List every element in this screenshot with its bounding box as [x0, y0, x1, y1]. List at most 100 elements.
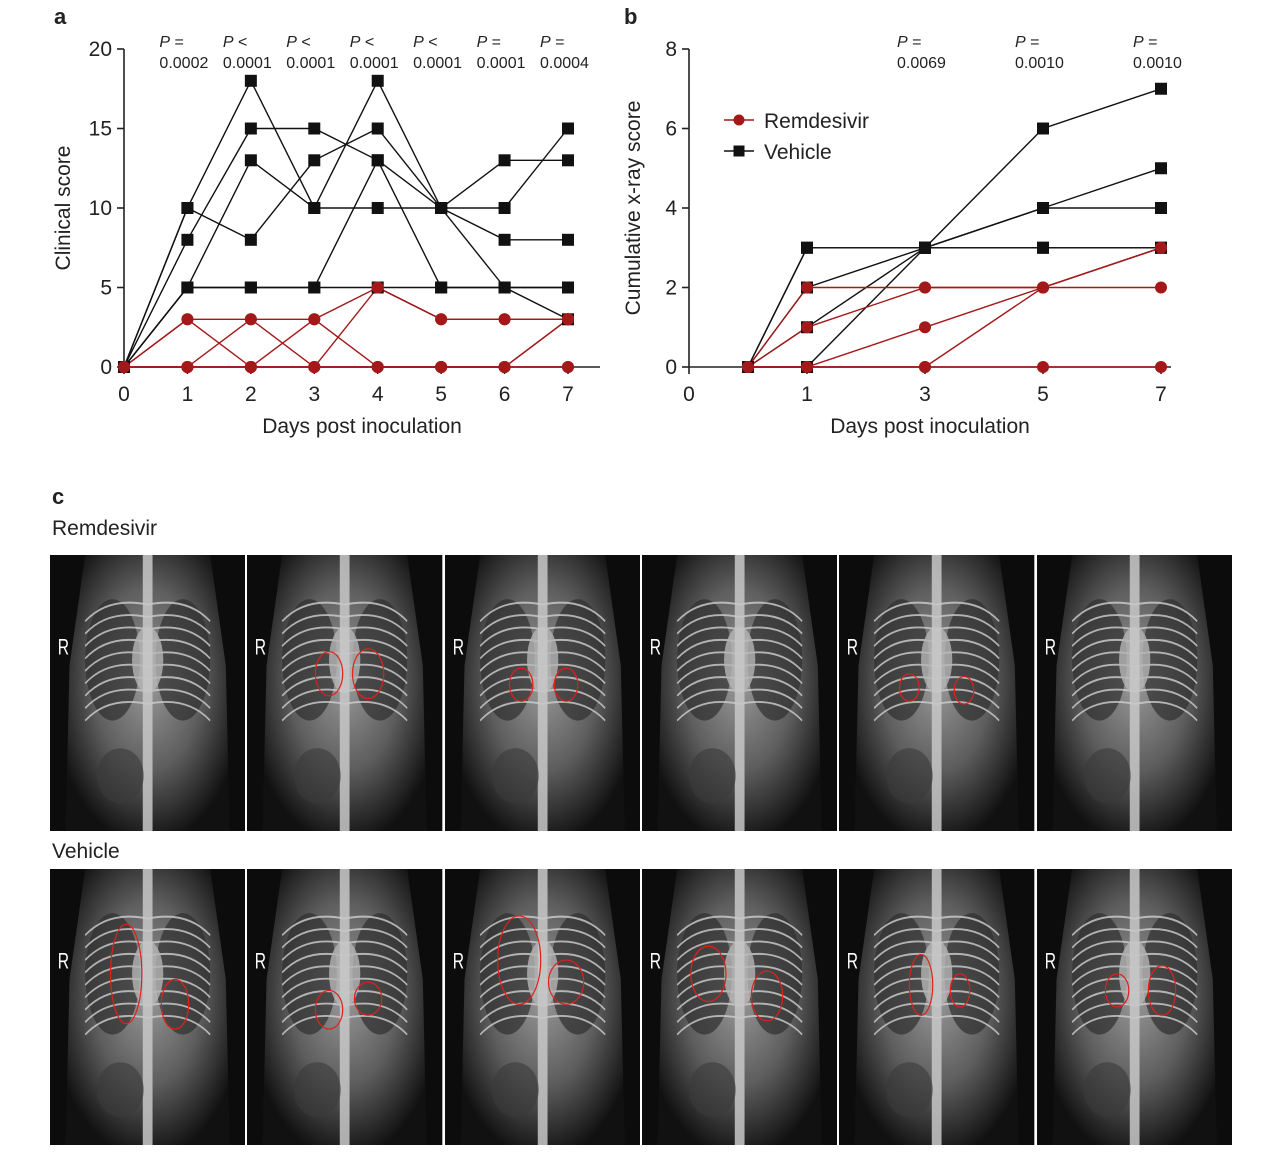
- data-point-vehicle: [181, 281, 194, 294]
- xray-rib: [542, 915, 606, 937]
- xray-image: R: [444, 555, 640, 831]
- data-point-vehicle: [371, 154, 384, 167]
- x-tick-label: 0: [118, 383, 130, 406]
- panel-label-b: b: [624, 4, 638, 29]
- xray-rib: [147, 1002, 211, 1023]
- data-point-remdesivir: [308, 361, 321, 373]
- xray-image: R: [641, 869, 838, 1145]
- p-value-label: P <: [413, 34, 437, 51]
- xray-rib: [936, 601, 1000, 623]
- xray-rib: [479, 915, 543, 937]
- panel-label-a: a: [54, 4, 67, 29]
- data-point-vehicle: [498, 202, 511, 214]
- xray-rib: [874, 928, 938, 949]
- xray-rib: [1071, 915, 1135, 937]
- data-point-vehicle: [1037, 241, 1049, 254]
- xray-image: R: [1036, 869, 1232, 1145]
- xray-row-vehicle: R R R R R R: [50, 869, 1232, 1145]
- xray-rib: [739, 928, 803, 949]
- x-tick-label: 1: [801, 383, 813, 406]
- xray-rib: [84, 915, 148, 937]
- x-tick-label: 6: [499, 383, 511, 406]
- data-point-vehicle: [308, 281, 321, 294]
- series-line-vehicle: [123, 127, 569, 368]
- data-point-vehicle: [801, 241, 813, 254]
- lesion-circle: [900, 674, 920, 702]
- xray-rib: [84, 1002, 148, 1023]
- xray-rib: [936, 614, 1000, 635]
- xray-rib: [936, 701, 1000, 722]
- xray-rib: [1134, 701, 1198, 722]
- xray-spine: [1129, 555, 1140, 831]
- series-line-remdesivir: [747, 247, 1162, 368]
- xray-rib: [147, 1015, 211, 1036]
- xray-side-marker: R: [255, 636, 266, 660]
- xray-rib: [1134, 940, 1198, 961]
- xray-side-marker: R: [58, 636, 69, 660]
- xray-spine: [1129, 869, 1140, 1145]
- data-point-vehicle: [498, 233, 511, 246]
- xray-rib: [84, 626, 148, 647]
- xray-rib: [282, 928, 346, 949]
- data-point-remdesivir: [562, 313, 574, 326]
- data-point-remdesivir: [371, 281, 384, 294]
- xray-image: R: [839, 555, 1035, 831]
- xray-spine: [932, 555, 942, 831]
- xray-rib: [1071, 1002, 1135, 1023]
- xray-rib: [147, 701, 211, 722]
- lesion-circle: [355, 982, 382, 1015]
- data-point-vehicle: [435, 202, 448, 214]
- legend-marker-remdesivir: [733, 114, 745, 126]
- data-point-remdesivir: [1155, 281, 1167, 294]
- y-tick-label: 6: [665, 118, 677, 141]
- x-tick-label: 5: [435, 383, 447, 406]
- xray-rib: [739, 614, 803, 635]
- p-value: 0.0002: [159, 55, 208, 72]
- xray-rib: [282, 614, 346, 635]
- xray-side-marker: R: [650, 950, 661, 974]
- p-value-label: P <: [223, 34, 247, 51]
- xray-row-remdesivir: R R R R R R: [50, 555, 1232, 831]
- xray-rib: [479, 626, 543, 647]
- lesion-circle: [509, 668, 532, 701]
- xray-rib: [479, 688, 543, 709]
- xray-rib: [1134, 614, 1198, 635]
- xray-rib: [874, 614, 938, 635]
- xray-abdomen: [491, 1062, 539, 1118]
- xray-image: R: [444, 869, 640, 1145]
- xray-rib: [676, 688, 740, 709]
- xray-abdomen: [96, 1062, 144, 1118]
- xray-rib: [676, 915, 740, 937]
- x-tick-label: 1: [182, 383, 194, 406]
- xray-rib: [676, 626, 740, 647]
- data-point-remdesivir: [244, 313, 257, 326]
- xray-rib: [739, 601, 803, 623]
- x-tick-label: 0: [683, 383, 695, 406]
- xray-rib: [479, 701, 543, 722]
- legend-marker-vehicle: [733, 145, 745, 157]
- data-point-remdesivir: [498, 361, 511, 373]
- data-point-remdesivir: [244, 361, 257, 373]
- xray-rib: [344, 614, 408, 635]
- xray-rib: [1071, 601, 1135, 623]
- xray-rib: [676, 614, 740, 635]
- xray-rib: [1134, 626, 1198, 647]
- data-point-vehicle: [562, 154, 574, 167]
- xray-abdomen: [294, 1062, 342, 1118]
- data-point-vehicle: [498, 281, 511, 294]
- xray-rib: [282, 915, 346, 937]
- data-point-remdesivir: [435, 313, 448, 326]
- data-point-remdesivir: [371, 361, 384, 373]
- data-point-vehicle: [371, 122, 384, 135]
- xray-spine: [932, 869, 942, 1145]
- xray-image: R: [247, 869, 443, 1145]
- lesion-circle: [316, 990, 343, 1029]
- xray-rib: [344, 1015, 408, 1036]
- data-point-vehicle: [919, 241, 931, 254]
- legend-label: Remdesivir: [764, 110, 869, 133]
- xray-spine: [340, 869, 350, 1145]
- xray-row-label-remdesivir: Remdesivir: [52, 517, 158, 540]
- xray-rib: [1071, 626, 1135, 647]
- data-point-remdesivir: [919, 361, 931, 373]
- series-line-vehicle: [747, 167, 1162, 368]
